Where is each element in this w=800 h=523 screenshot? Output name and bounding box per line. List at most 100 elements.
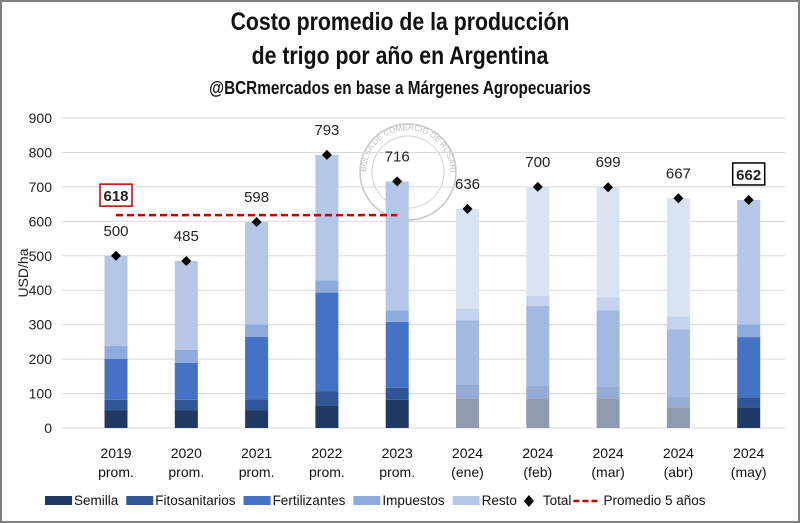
total-marker: [462, 203, 473, 214]
bar-segment-resto: [526, 186, 550, 296]
legend-label: Fertilizantes: [273, 493, 346, 508]
total-data-label: 699: [596, 154, 621, 171]
total-marker: [321, 149, 332, 160]
x-tick-label: 2023: [382, 445, 413, 461]
total-marker: [603, 182, 614, 193]
bar-segment-fertilizantes: [666, 329, 690, 397]
bar-segment-resto: [737, 199, 761, 325]
bar-segment-semilla: [526, 398, 550, 428]
average-label-box: [99, 183, 133, 207]
bar-segment-fitosanitarios: [737, 397, 761, 408]
y-tick-label: 800: [29, 144, 53, 160]
y-axis-label: USD/ha: [15, 248, 31, 297]
legend-total-marker: [523, 495, 534, 507]
bar-segment-impuestos: [385, 310, 409, 322]
y-tick-label: 400: [29, 282, 53, 298]
legend-label: Fitosanitarios: [155, 493, 236, 508]
bar-segment-fitosanitarios: [666, 396, 690, 408]
bar-segment-fertilizantes: [104, 358, 128, 400]
y-tick-label: 100: [29, 386, 53, 402]
legend-label: Semilla: [74, 493, 119, 508]
bar-segment-impuestos: [315, 280, 339, 293]
bar-segment-impuestos: [456, 308, 479, 321]
legend-swatch-resto: [452, 496, 480, 505]
x-tick-label: (abr): [664, 464, 694, 480]
bar-segment-fertilizantes: [456, 320, 479, 385]
total-data-label: 793: [314, 122, 339, 139]
bar-segment-semilla: [666, 407, 690, 428]
total-marker: [251, 217, 262, 228]
chart-subtitle: @BCRmercados en base a Márgenes Agropecu…: [209, 78, 591, 98]
x-tick-label: 2024: [522, 445, 553, 461]
y-tick-label: 300: [29, 317, 53, 333]
bar-segment-semilla: [315, 405, 339, 428]
total-data-label: 662: [736, 167, 761, 184]
bar-segment-semilla: [456, 398, 479, 428]
bar-segment-impuestos: [245, 324, 269, 337]
bar-segment-fitosanitarios: [315, 391, 339, 406]
bar-segment-fitosanitarios: [456, 384, 479, 399]
y-tick-label: 0: [44, 420, 52, 436]
x-tick-label: 2019: [100, 445, 131, 461]
legend-label: Impuestos: [382, 493, 445, 508]
bar-segment-resto: [385, 181, 409, 311]
legend: Semilla Fitosanitarios Fertilizantes Impues…: [45, 493, 706, 508]
total-data-label: 716: [385, 148, 410, 165]
bar-segment-semilla: [596, 398, 620, 428]
svg-text:BOLSA DE COMERCIO DE ROSARIO: BOLSA DE COMERCIO DE ROSARIO: [0, 0, 457, 173]
total-data-label: 700: [525, 154, 550, 171]
y-tick-label: 500: [29, 248, 53, 264]
total-marker: [532, 181, 543, 192]
legend-label: Resto: [482, 493, 517, 508]
highlight-box: [731, 162, 766, 186]
total-marker: [392, 176, 403, 187]
total-data-label: 485: [174, 228, 199, 245]
total-data-label: 598: [244, 189, 269, 206]
bar-segment-impuestos: [174, 349, 198, 363]
bar-segment-resto: [104, 255, 128, 347]
legend-label: Total: [543, 493, 572, 508]
legend-swatch-fertilizantes: [243, 496, 271, 505]
bar-segment-impuestos: [104, 346, 128, 359]
x-tick-label: prom.: [98, 464, 134, 480]
x-tick-label: 2024: [452, 445, 483, 461]
bar-segment-fertilizantes: [174, 362, 198, 400]
bar-segment-fitosanitarios: [385, 387, 409, 400]
x-tick-label: 2024: [593, 445, 624, 461]
bar-segment-fitosanitarios: [526, 385, 550, 399]
total-marker: [743, 194, 754, 205]
bar-segment-semilla: [174, 410, 198, 428]
watermark-text: BOLSA DE COMERCIO DE ROSARIO: [0, 0, 457, 173]
chart-title-line1: Costo promedio de la producción: [230, 8, 570, 36]
y-tick-label: 600: [29, 213, 53, 229]
bar-segment-fertilizantes: [596, 310, 620, 387]
x-tick-label: 2020: [171, 445, 202, 461]
x-tick-label: (feb): [523, 464, 552, 480]
x-tick-label: (ene): [451, 464, 484, 480]
bar-segment-resto: [456, 208, 479, 309]
total-marker: [673, 193, 684, 204]
legend-label: Promedio 5 años: [603, 493, 705, 508]
total-marker: [181, 255, 192, 266]
bar-segment-fertilizantes: [245, 336, 269, 400]
total-data-label: 636: [455, 176, 480, 193]
bar-segment-resto: [596, 187, 620, 298]
x-tick-label: prom.: [379, 464, 415, 480]
x-tick-label: (may): [731, 464, 767, 480]
bar-segment-semilla: [385, 399, 409, 428]
x-tick-label: prom.: [309, 464, 345, 480]
legend-swatch-fitosanitarios: [126, 496, 154, 505]
bar-segment-resto: [666, 198, 690, 317]
y-tick-label: 700: [29, 179, 53, 195]
x-tick-label: 2024: [733, 445, 764, 461]
bar-segment-semilla: [245, 410, 269, 428]
bar-segment-impuestos: [526, 295, 550, 307]
legend-swatch-semilla: [45, 496, 72, 505]
x-tick-label: 2021: [241, 445, 272, 461]
bar-segment-impuestos: [737, 324, 761, 338]
bar-segment-fertilizantes: [385, 321, 409, 388]
average-data-label: 618: [103, 188, 128, 205]
bar-segment-resto: [174, 260, 198, 350]
bar-segment-resto: [245, 222, 269, 325]
